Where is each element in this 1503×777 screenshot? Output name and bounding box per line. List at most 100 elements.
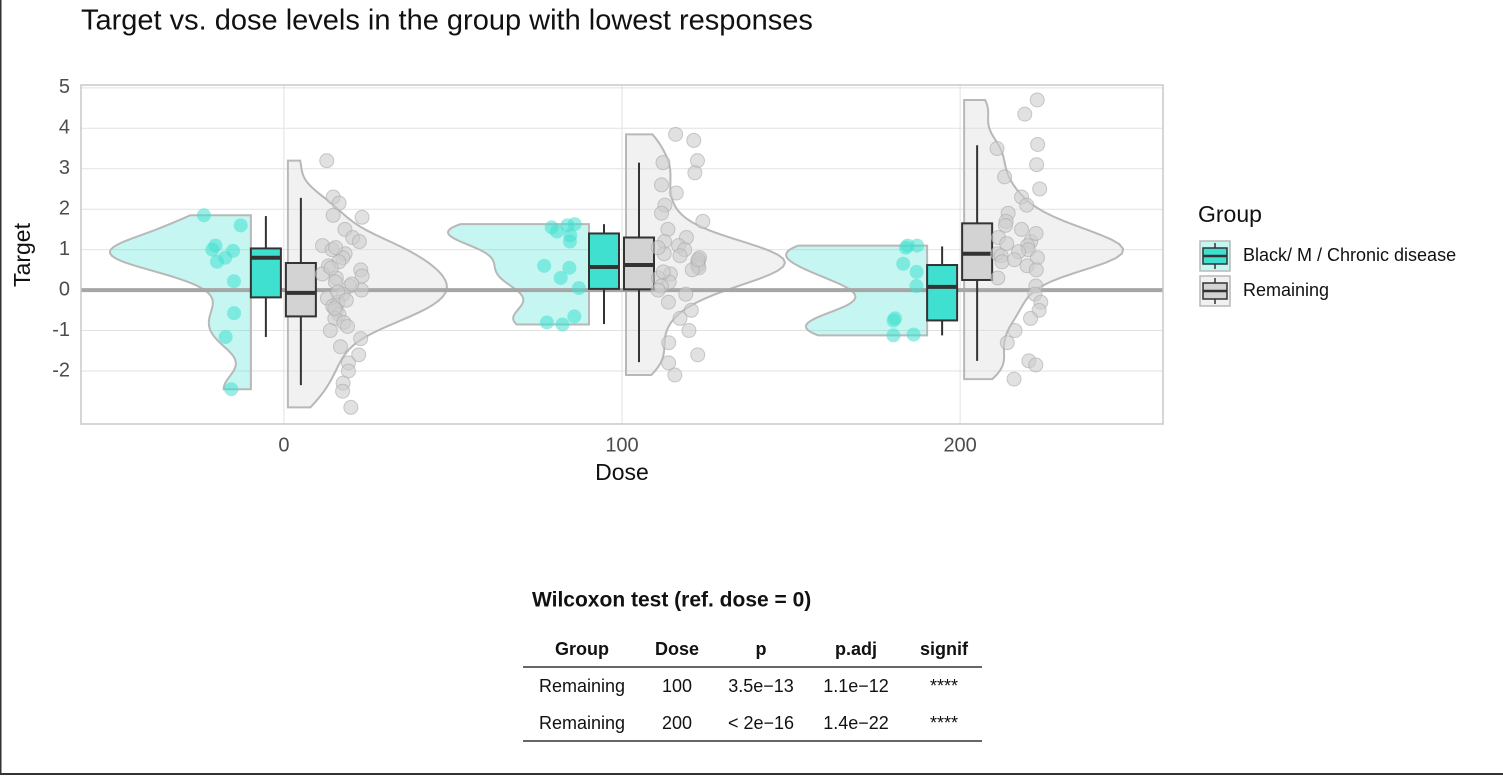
data-point — [549, 224, 564, 239]
box — [926, 264, 959, 322]
violin — [446, 223, 590, 326]
x-tick-label: 0 — [278, 434, 289, 456]
table-cell: 1.4e−22 — [823, 713, 889, 733]
table-header: signif — [920, 639, 969, 659]
data-point — [994, 254, 1010, 270]
data-point — [233, 218, 248, 233]
data-point — [354, 209, 370, 225]
data-point — [1028, 262, 1044, 278]
table-cell: 200 — [662, 713, 692, 733]
data-point — [906, 327, 921, 342]
data-point — [553, 270, 568, 285]
data-point — [1023, 310, 1039, 326]
data-point — [650, 282, 666, 298]
data-point — [323, 260, 339, 276]
data-point — [886, 313, 901, 328]
x-tick-label: 200 — [943, 434, 976, 456]
data-point — [999, 335, 1015, 351]
legend-label: Remaining — [1243, 280, 1329, 300]
data-point — [353, 331, 369, 347]
y-tick-label: 5 — [59, 76, 70, 98]
data-point — [661, 355, 677, 371]
table-cell: 100 — [662, 676, 692, 696]
data-point — [1030, 136, 1046, 152]
data-point — [898, 240, 913, 255]
data-point — [667, 367, 683, 383]
data-point — [909, 264, 924, 279]
data-point — [555, 317, 570, 332]
data-point — [661, 335, 677, 351]
data-point — [683, 302, 699, 318]
data-point — [1028, 357, 1044, 373]
data-point — [989, 141, 1005, 157]
data-point — [1028, 225, 1044, 241]
data-point — [990, 270, 1006, 286]
table-cell: Remaining — [539, 676, 625, 696]
data-point — [218, 330, 233, 345]
data-point — [351, 347, 367, 363]
table-cell: Remaining — [539, 713, 625, 733]
table-cell: < 2e−16 — [728, 713, 794, 733]
y-tick-label: -2 — [52, 359, 70, 381]
data-point — [668, 126, 684, 142]
data-point — [319, 153, 335, 169]
data-point — [896, 256, 911, 271]
data-point — [571, 281, 586, 296]
data-point — [537, 258, 552, 273]
data-point — [672, 248, 688, 264]
data-point — [1007, 323, 1023, 339]
data-point — [690, 252, 706, 268]
data-point — [328, 240, 344, 256]
table-cell: **** — [930, 713, 958, 733]
data-point — [668, 185, 684, 201]
data-point — [654, 205, 670, 221]
data-point — [227, 306, 242, 321]
data-point — [1029, 157, 1045, 173]
data-point — [909, 279, 924, 294]
data-point — [1032, 181, 1048, 197]
data-point — [686, 132, 702, 148]
data-point — [562, 234, 577, 249]
y-axis-label: Target — [9, 222, 35, 287]
data-point — [351, 234, 367, 250]
data-point — [1014, 221, 1030, 237]
data-point — [567, 217, 582, 232]
data-point — [998, 217, 1014, 233]
data-point — [695, 213, 711, 229]
data-point — [1006, 371, 1022, 387]
data-point — [354, 268, 370, 284]
box — [588, 232, 620, 290]
x-tick-label: 100 — [605, 434, 638, 456]
data-point — [322, 323, 338, 339]
data-point — [226, 274, 241, 289]
table-cell: 1.1e−12 — [823, 676, 889, 696]
table-cell: **** — [930, 676, 958, 696]
table-title: Wilcoxon test (ref. dose = 0) — [532, 589, 811, 612]
data-point — [672, 310, 688, 326]
legend-label: Black/ M / Chronic disease — [1243, 245, 1456, 265]
data-point — [886, 328, 901, 343]
table-cell: 3.5e−13 — [728, 676, 794, 696]
chart-title: Target vs. dose levels in the group with… — [81, 5, 813, 37]
data-point — [687, 165, 703, 181]
table-header: p — [756, 639, 767, 659]
data-point — [338, 292, 354, 308]
y-tick-label: 2 — [59, 197, 70, 219]
data-point — [690, 347, 706, 363]
data-point — [1017, 106, 1033, 122]
data-point — [331, 195, 347, 211]
data-point — [689, 153, 705, 169]
data-point — [999, 236, 1015, 252]
y-tick-label: 3 — [59, 157, 70, 179]
data-point — [343, 399, 359, 415]
data-point — [344, 276, 360, 292]
data-point — [678, 286, 694, 302]
data-point — [1029, 92, 1045, 108]
data-point — [681, 323, 697, 339]
plot-border — [80, 84, 1164, 425]
data-point — [210, 254, 225, 269]
data-point — [567, 309, 582, 324]
